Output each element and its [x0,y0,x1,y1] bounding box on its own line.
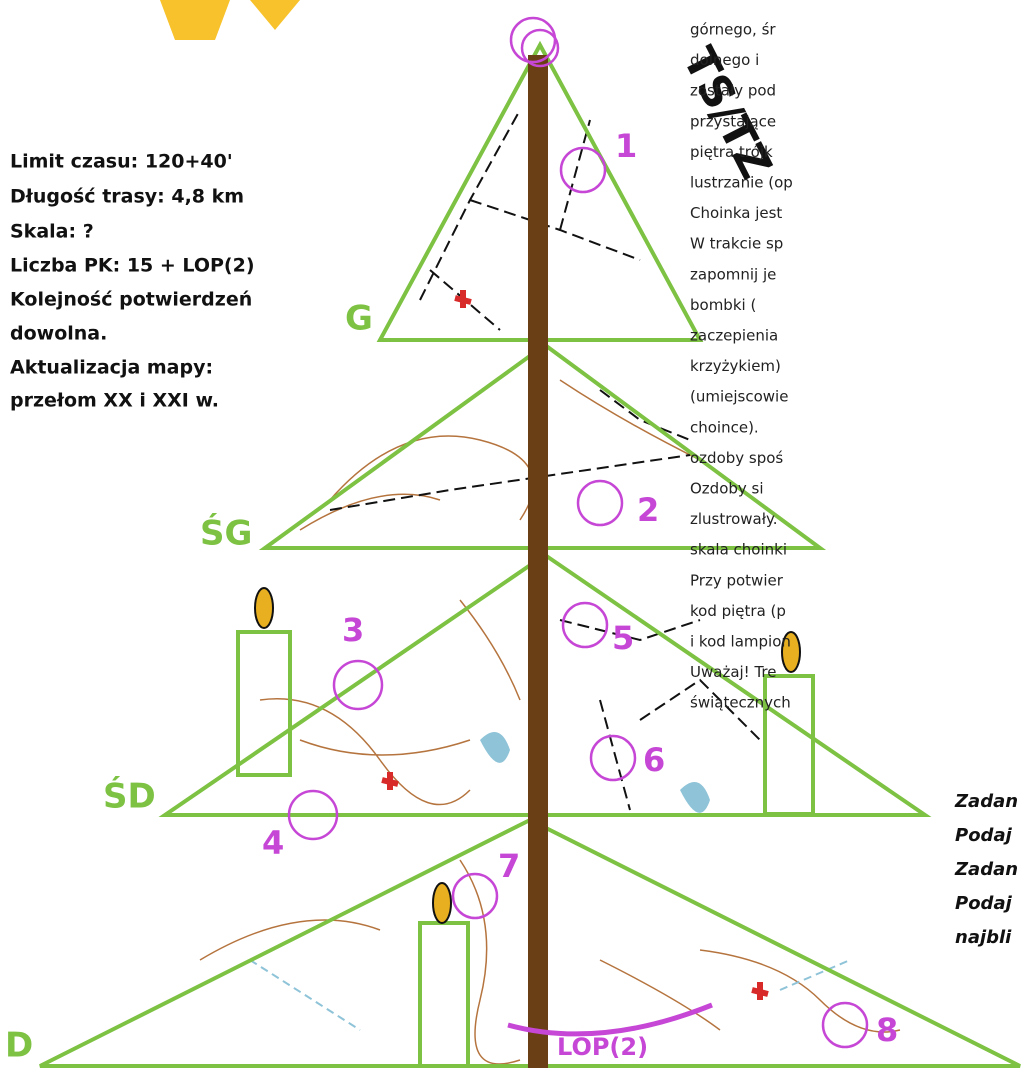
description-line: choince). [690,418,759,436]
level-label: ŚG [200,513,252,554]
info-line: Aktualizacja mapy: [10,357,213,379]
description-line: i kod lampion [690,633,791,651]
level-label: G [345,299,373,339]
lop-label: LOP(2) [557,1033,648,1061]
description-line: ozdoby spoś [690,449,783,467]
task-line: Podaj [955,825,1013,846]
description-line: Uważaj! Tre [690,663,776,681]
info-line: Skala: ? [10,221,94,243]
description-line: lustrzanie (op [690,174,793,192]
logo-fragment [160,0,230,40]
description-line: zapomnij je [690,265,776,283]
description-line: krzyżykiem) [690,357,781,375]
task-line: Zadan [954,859,1018,880]
map-detail [200,110,900,1064]
info-line: Liczba PK: 15 + LOP(2) [10,255,255,277]
control-number: 7 [498,847,520,885]
control-number: 1 [615,127,637,165]
control-number: 5 [612,619,634,657]
description-line: W trakcie sp [690,235,783,253]
control-number: 6 [643,741,665,779]
info-line: Kolejność potwierdzeń [10,289,252,311]
info-line: Limit czasu: 120+40' [10,151,233,173]
description-line: Choinka jest [690,204,782,222]
control-rings [289,18,867,1047]
info-line: przełom XX i XXI w. [10,390,219,412]
logo-fragment [250,0,300,30]
description-line: bombki ( [690,296,756,314]
description-line: zostały pod [690,82,776,100]
description-line: górnego, śr [690,21,776,39]
description-line: (umiejscowie [690,388,788,406]
description-line: Przy potwier [690,571,784,589]
task-line: najbli [955,927,1012,948]
control-number: 8 [876,1011,898,1049]
info-line: dowolna. [10,323,107,345]
task-line: Zadan [954,791,1018,812]
description-line: skala choinki [690,541,787,559]
level-label: D [5,1026,33,1066]
description-line: piętra trójk [690,143,773,161]
description-line: kod piętra (p [690,602,786,620]
control-number: 3 [342,611,364,649]
task-line: Podaj [955,893,1013,914]
description-line: przystające [690,112,776,130]
control-number: 2 [637,491,659,529]
description-line: zaczepienia [690,327,778,345]
control-number: 4 [262,824,284,862]
description-line: zlustrowały. [690,510,778,528]
level-label: ŚD [103,776,156,817]
description-line: świątecznych [690,694,791,712]
description-line: Ozdoby si [690,480,764,498]
description-line: dolnego i [690,51,759,69]
info-line: Długość trasy: 4,8 km [10,186,244,208]
map-page: Limit czasu: 120+40' Długość trasy: 4,8 … [0,0,1023,1068]
